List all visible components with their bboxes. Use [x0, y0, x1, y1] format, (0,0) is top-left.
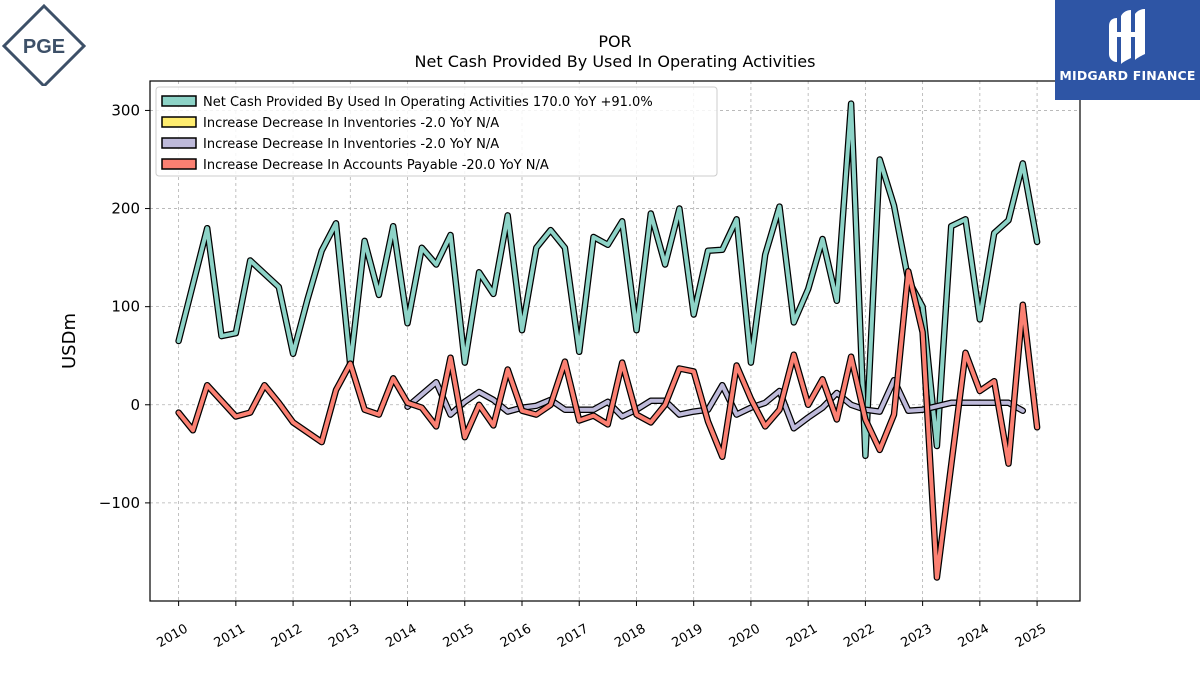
pge-logo-mark: PGE [1, 3, 87, 89]
ticks: 2010 2011 2012 2013 2014 2015 2016 2017 2018 2019… [99, 101, 1049, 651]
y-tick-label: −100 [99, 494, 140, 512]
pge-logo: PGE [1, 2, 87, 89]
legend-label: Increase Decrease In Accounts Payable -2… [203, 158, 549, 173]
y-axis-label: USDm [59, 313, 80, 369]
x-tick-label: 2014 [383, 621, 419, 651]
x-tick-label: 2021 [784, 621, 820, 651]
x-tick-label: 2020 [727, 621, 763, 651]
legend-box [155, 86, 718, 177]
pge-logo-text: PGE [23, 36, 65, 58]
y-tick-label: 100 [111, 298, 140, 316]
plot-frame [149, 80, 1081, 602]
chart-title: POR [598, 32, 631, 51]
legend-swatch [161, 158, 197, 170]
x-tick-label: 2023 [898, 621, 934, 651]
x-tick-label: 2018 [612, 621, 648, 651]
legend: Net Cash Provided By Used In Operating A… [155, 86, 718, 177]
x-tick-label: 2011 [212, 621, 248, 651]
x-tick-label: 2017 [555, 621, 591, 651]
x-tick-label: 2010 [154, 621, 190, 651]
legend-swatch [161, 137, 197, 149]
midgard-logo-text: MIDGARD FINANCE [1059, 68, 1196, 83]
x-tick-label: 2022 [841, 621, 877, 651]
x-tick-label: 2019 [670, 621, 706, 651]
legend-label: Increase Decrease In Inventories -2.0 Yo… [203, 116, 499, 131]
x-tick-label: 2024 [956, 621, 992, 651]
y-tick-label: 0 [130, 396, 140, 414]
series-layer [175, 100, 1041, 581]
x-tick-label: 2015 [441, 621, 477, 651]
chart-subtitle: Net Cash Provided By Used In Operating A… [415, 52, 816, 71]
midgard-finance-logo: MIDGARD FINANCE [1055, 0, 1200, 100]
legend-swatch [161, 116, 197, 128]
x-tick-label: 2013 [326, 621, 362, 651]
midgard-mark-icon [1109, 9, 1145, 64]
series-0-line [176, 101, 1040, 458]
x-tick-label: 2016 [498, 621, 534, 651]
legend-swatch [161, 95, 197, 107]
x-tick-label: 2025 [1013, 621, 1049, 651]
series-3 [175, 268, 1041, 581]
legend-label: Net Cash Provided By Used In Operating A… [203, 95, 653, 110]
y-tick-label: 300 [111, 101, 140, 119]
series-0 [175, 100, 1041, 460]
y-tick-label: 200 [111, 200, 140, 218]
legend-label: Increase Decrease In Inventories -2.0 Yo… [203, 137, 499, 152]
series-3-line [176, 269, 1040, 580]
x-tick-label: 2012 [269, 621, 305, 651]
